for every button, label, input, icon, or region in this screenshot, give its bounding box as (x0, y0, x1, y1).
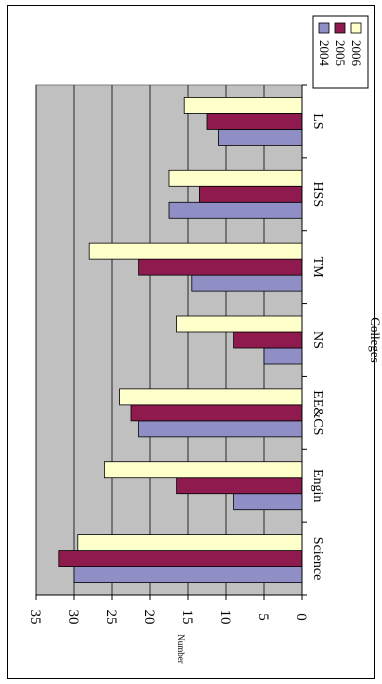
bar-2006-0 (77, 534, 303, 551)
bar-2005-5 (198, 185, 303, 203)
legend-label-2004: 2004 (317, 40, 332, 67)
bar-2006-3 (176, 315, 303, 333)
category-label: HSS (310, 181, 325, 207)
value-tick-label: 30 (65, 610, 81, 625)
axes: 0 5 10 15 20 25 30 35 Science Engin EE&CS NS TM HSS LS (27, 84, 325, 625)
category-label: NS (310, 331, 325, 349)
bar-2006-4 (88, 242, 303, 260)
bar-2005-1 (176, 477, 303, 495)
value-tick-label: 25 (103, 610, 119, 625)
legend-label-2006: 2006 (349, 40, 364, 67)
legend-swatch-2005 (334, 22, 346, 34)
bar-2004-3 (263, 347, 303, 365)
bar-2004-6 (217, 129, 303, 146)
bar-2005-6 (206, 113, 303, 130)
legend: 2004 2005 2006 (312, 15, 369, 89)
bar-2006-5 (168, 169, 303, 187)
y-axis-title: Number (176, 634, 186, 664)
bar-2004-1 (233, 493, 303, 511)
bar-2006-2 (119, 388, 303, 406)
bar-2004-2 (138, 420, 303, 438)
legend-swatch-2006 (350, 22, 362, 34)
x-axis-title: Colleges (368, 317, 382, 363)
category-label: EE&CS (310, 390, 325, 435)
bar-2004-5 (168, 201, 303, 219)
bar-2004-4 (191, 274, 303, 292)
plot-area (35, 84, 303, 596)
value-tick-label: 5 (255, 613, 271, 621)
bar-2004-0 (73, 566, 303, 583)
bar-2005-4 (138, 258, 303, 276)
category-label: Science (310, 537, 325, 581)
category-label: TM (310, 257, 325, 279)
category-label: LS (310, 113, 325, 129)
value-tick-label: 10 (217, 610, 233, 625)
category-label: Engin (310, 469, 325, 502)
value-tick-label: 20 (141, 610, 157, 625)
value-tick-label: 15 (179, 610, 195, 625)
value-tick-label: 0 (293, 613, 309, 621)
value-tick-label: 35 (27, 610, 43, 625)
legend-swatch-2004 (318, 22, 330, 34)
bar-2005-3 (233, 331, 303, 349)
bar-2006-6 (183, 97, 303, 114)
bar-2005-2 (130, 404, 303, 422)
bar-2006-1 (104, 461, 303, 479)
legend-label-2005: 2005 (333, 40, 348, 66)
bar-2005-0 (58, 550, 303, 567)
